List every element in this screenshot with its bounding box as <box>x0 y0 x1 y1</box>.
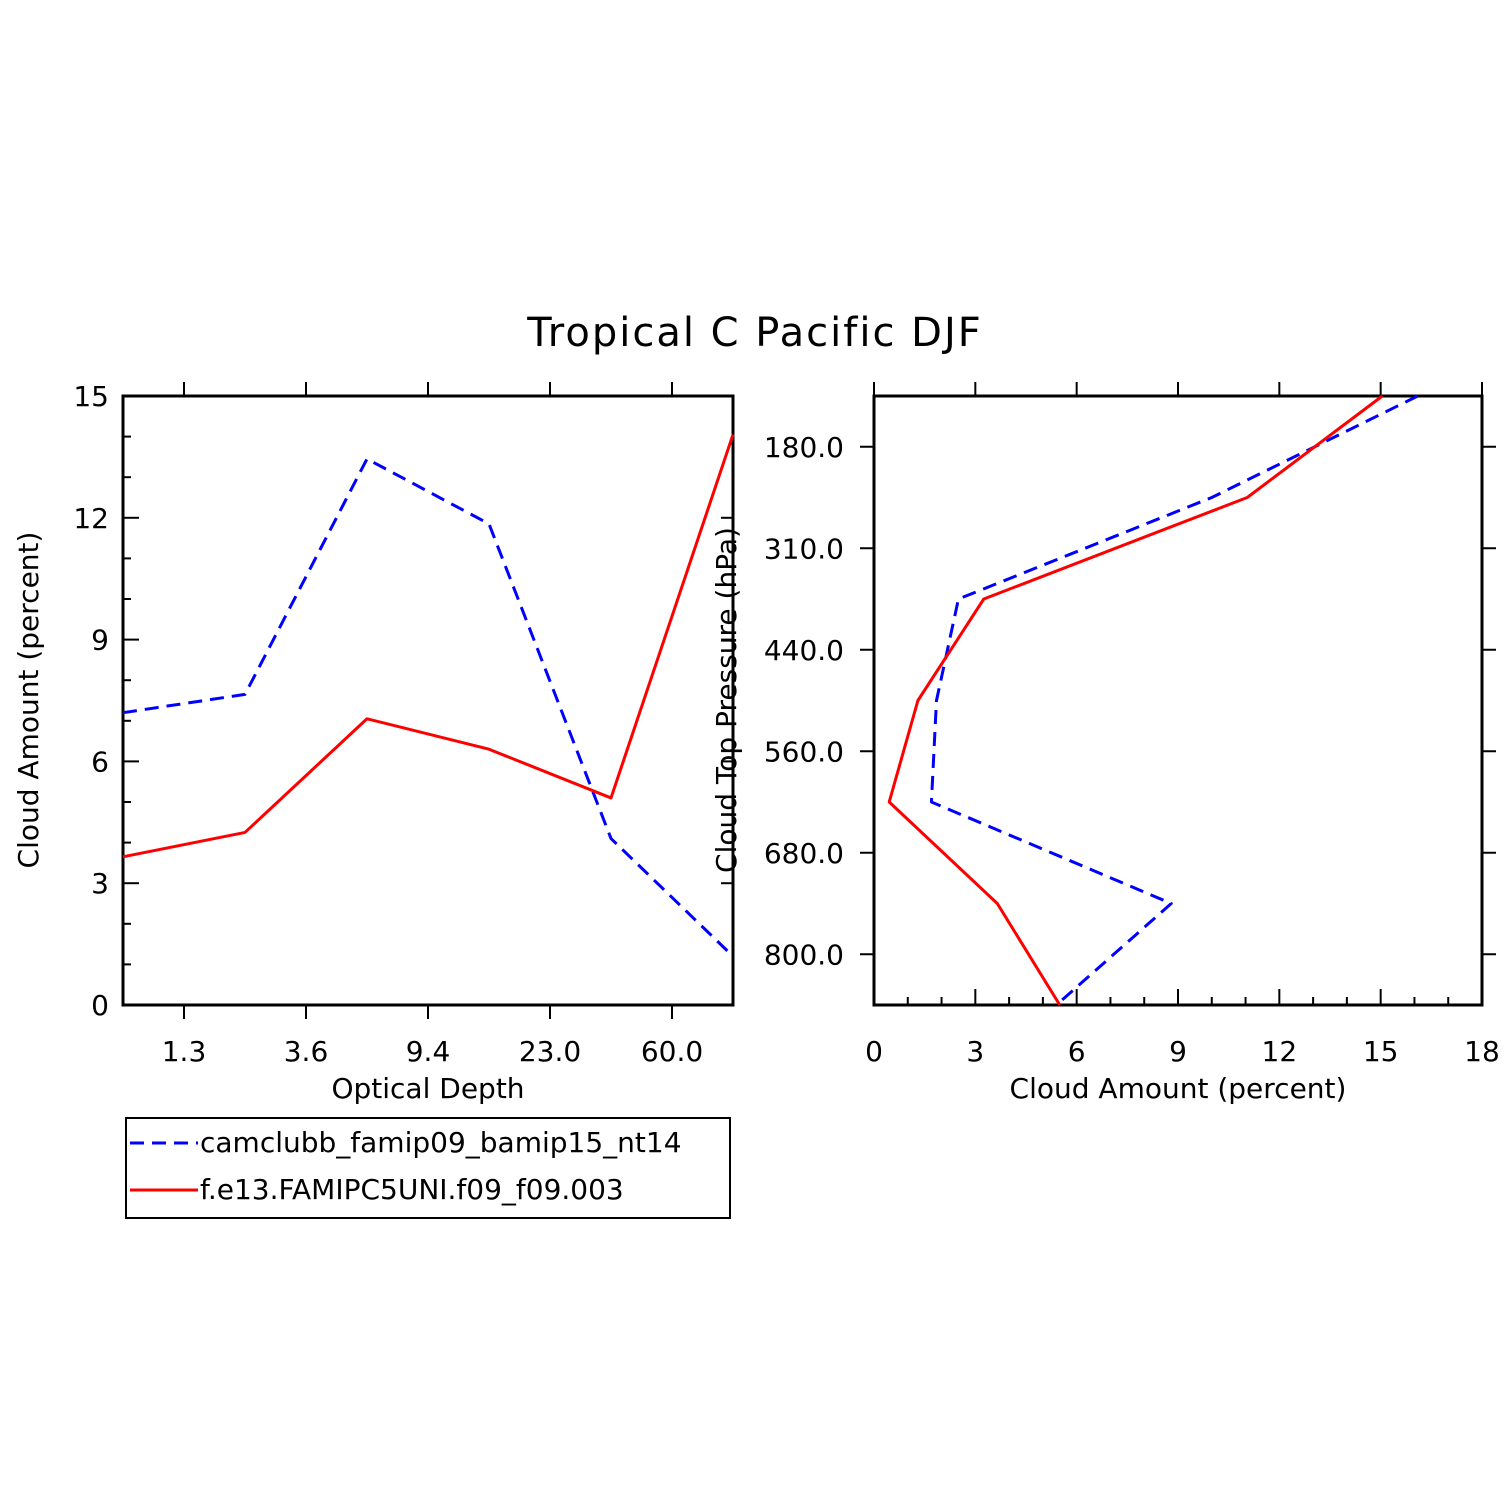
chart-title: Tropical C Pacific DJF <box>526 310 983 356</box>
legend-box <box>125 1117 731 1219</box>
right-y-tick-label: 560.0 <box>764 735 844 768</box>
legend-label-red: f.e13.FAMIPC5UNI.f09_f09.003 <box>200 1173 624 1206</box>
left-y-tick-label: 15 <box>73 380 109 413</box>
right-y-tick-label: 180.0 <box>764 431 844 464</box>
left-x-axis-label: Optical Depth <box>331 1072 524 1105</box>
right-x-tick-label: 3 <box>966 1035 984 1068</box>
right-x-tick-label: 0 <box>865 1035 883 1068</box>
right-x-tick-label: 18 <box>1464 1035 1500 1068</box>
left-x-tick-label: 1.3 <box>162 1035 207 1068</box>
right-y-tick-label: 800.0 <box>764 938 844 971</box>
right-x-tick-label: 9 <box>1169 1035 1187 1068</box>
left-series-line-red <box>122 434 735 859</box>
right-y-tick-label: 310.0 <box>764 532 844 565</box>
left-plot-frame <box>121 394 735 1007</box>
pressure-panel: Cloud Amount (percent) Cloud Top Pressur… <box>710 382 1500 1105</box>
left-y-tick-label: 0 <box>91 989 109 1022</box>
right-y-axis-label: Cloud Top Pressure (hPa) <box>710 527 743 873</box>
right-x-axis-label: Cloud Amount (percent) <box>1010 1072 1347 1105</box>
left-y-tick-label: 12 <box>73 502 109 535</box>
left-x-tick-label: 3.6 <box>284 1035 329 1068</box>
left-y-tick-label: 9 <box>91 624 109 657</box>
legend: camclubb_famip09_bamip15_nt14 f.e13.FAMI… <box>125 1117 731 1219</box>
left-x-tick-label: 60.0 <box>641 1035 703 1068</box>
left-y-tick-label: 3 <box>91 867 109 900</box>
right-plot-frame <box>872 394 1484 1007</box>
left-x-tick-label: 9.4 <box>406 1035 451 1068</box>
legend-label-blue: camclubb_famip09_bamip15_nt14 <box>200 1126 682 1159</box>
right-series-line-red <box>887 394 1384 1006</box>
left-x-tick-label: 23.0 <box>519 1035 581 1068</box>
left-y-tick-label: 6 <box>91 745 109 778</box>
right-y-tick-label: 680.0 <box>764 837 844 870</box>
left-y-axis-label: Cloud Amount (percent) <box>12 532 45 869</box>
right-x-tick-label: 12 <box>1262 1035 1298 1068</box>
right-y-tick-label: 440.0 <box>764 634 844 667</box>
left-series-line-blue <box>122 457 735 958</box>
optical-depth-panel: Optical Depth Cloud Amount (percent) 0 3 6… <box>12 380 735 1105</box>
right-x-tick-label: 15 <box>1363 1035 1399 1068</box>
right-x-tick-label: 6 <box>1068 1035 1086 1068</box>
